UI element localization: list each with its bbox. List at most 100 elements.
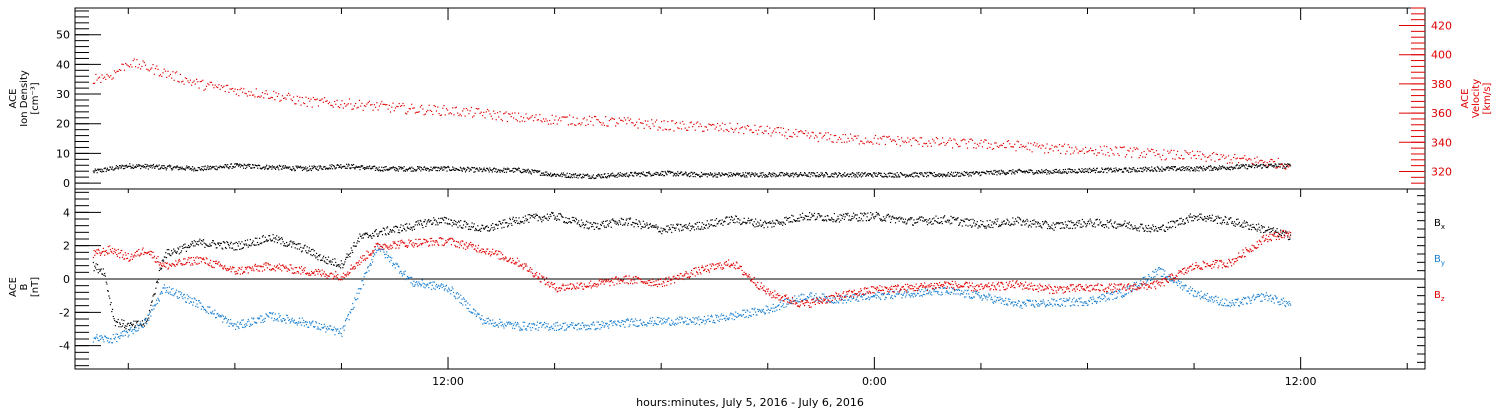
density-series-point (271, 168, 273, 170)
b-series-by-point (228, 325, 230, 327)
velocity-series-point (452, 107, 454, 109)
density-series-point (417, 167, 419, 169)
b-series-bx-point (438, 217, 440, 220)
b-series-by-point (301, 317, 303, 319)
b-series-bx-point (465, 226, 467, 228)
density-series-point (1202, 165, 1205, 167)
b-series-bx-point (904, 218, 907, 220)
b-series-bx-point (928, 222, 930, 224)
velocity-series-point (1102, 153, 1104, 155)
density-series-point (293, 168, 295, 170)
density-series-point (633, 172, 635, 174)
b-series-bx-point (721, 219, 723, 221)
b-series-bx-point (502, 219, 504, 221)
density-series-point (719, 174, 721, 176)
b-series-bx-point (492, 223, 494, 225)
density-series-point (766, 174, 768, 176)
density-series-point (122, 168, 124, 170)
b-series-by-point (249, 323, 251, 325)
velocity-series-point (407, 111, 409, 113)
b-series-bx-point (934, 220, 936, 222)
b-series-by-point (119, 335, 121, 337)
density-series-point (842, 174, 844, 176)
b-series-bx-point (778, 221, 780, 223)
density-series-point (910, 174, 912, 176)
density-series-point (328, 167, 330, 169)
b-series-bx-point (1222, 219, 1224, 221)
velocity-series-point (488, 110, 490, 112)
b-series-bx-point (1058, 223, 1060, 225)
density-series-point (1269, 164, 1271, 166)
b-series-bx-point (894, 217, 896, 219)
b-series-bx-point (319, 254, 321, 256)
density-series-point (431, 169, 433, 171)
density-series-point (252, 164, 254, 166)
b-series-bx-point (477, 230, 480, 232)
velocity-series-point (1104, 154, 1107, 156)
density-series-point (911, 173, 913, 175)
b-series-bx-point (618, 220, 620, 222)
velocity-series-point (772, 130, 775, 132)
b-series-bx-point (1086, 223, 1088, 225)
b-series-bx-point (838, 221, 840, 223)
b-series-bx-point (1096, 219, 1098, 221)
velocity-series-point (444, 114, 446, 116)
velocity-series-point (638, 118, 640, 120)
velocity-series-point (1148, 150, 1150, 152)
density-series-point (1038, 170, 1040, 172)
velocity-series-point (489, 113, 491, 115)
density-series-point (688, 173, 690, 175)
velocity-series-point (256, 96, 259, 98)
velocity-series-point (1150, 148, 1153, 150)
velocity-series-point (1014, 143, 1016, 145)
density-series-point (915, 172, 917, 174)
velocity-series-point (910, 145, 913, 147)
b-series-bx-point (837, 215, 839, 217)
density-series-point (1206, 167, 1208, 169)
b-series-bx-point (111, 308, 114, 310)
velocity-series-point (1088, 149, 1090, 152)
b-series-by-point (139, 321, 141, 323)
density-series-point (764, 176, 766, 178)
velocity-series-point (575, 124, 577, 126)
b-series-by-point (242, 326, 244, 328)
b-series-bx-point (737, 218, 740, 220)
density-series-point (853, 175, 855, 177)
b-series-bx-point (835, 221, 837, 223)
density-series-point (947, 173, 949, 175)
density-series-point (883, 172, 885, 174)
density-series-point (1272, 165, 1274, 167)
b-series-bx-point (450, 219, 452, 221)
b-series-by-point (277, 320, 279, 322)
density-series-point (1076, 171, 1078, 173)
density-series-point (535, 170, 537, 172)
density-series-point (121, 164, 123, 166)
density-series-point (189, 168, 191, 170)
density-series-point (592, 176, 594, 179)
velocity-series-point (146, 68, 148, 70)
density-series-point (985, 173, 987, 175)
velocity-series-point (807, 132, 809, 134)
b-series-bx-point (645, 224, 647, 226)
b-series-bx-point (1179, 223, 1182, 225)
velocity-series-point (1022, 145, 1024, 147)
b-series-by-point (310, 322, 313, 324)
density-series-point (513, 167, 515, 169)
velocity-series-point (460, 115, 462, 117)
density-series-point (308, 169, 310, 171)
b-series-by-point (204, 308, 206, 310)
b-series-bx-point (277, 239, 279, 241)
b-series-bx-point (1158, 227, 1160, 229)
density-series-point (843, 175, 845, 177)
velocity-series-point (1096, 154, 1098, 156)
density-series-point (718, 172, 720, 174)
density-series-point (205, 168, 208, 171)
b-series-bx-point (811, 215, 813, 217)
density-series-point (1164, 169, 1166, 172)
density-series-point (749, 174, 751, 176)
density-series-point (1034, 172, 1036, 174)
density-series-point (1031, 170, 1033, 172)
density-axis-tick-label: 30 (56, 88, 70, 101)
b-series-by-point (238, 327, 240, 329)
density-series-point (440, 166, 442, 168)
